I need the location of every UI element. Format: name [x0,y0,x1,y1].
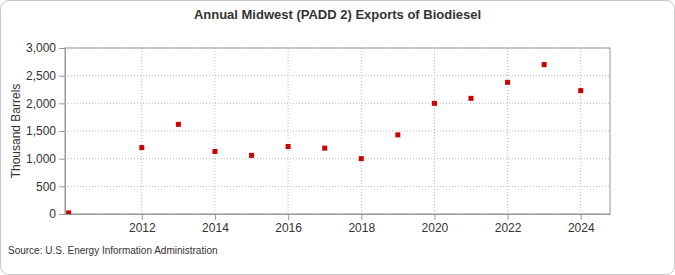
point [66,210,71,214]
tick-mark [581,214,582,220]
axis-line [66,214,611,215]
tick: 2022 [495,214,522,235]
tick-mark [288,214,289,220]
grid-line [65,103,610,104]
point [432,101,437,106]
plot: 2012 2014 2016 2018 2020 2022 2024 0 500 1,000 1,5… [26,41,611,234]
tick-label: 2,000 [26,97,56,111]
background [1,1,675,275]
y-axis: 0 500 1,000 1,500 2,000 2,500 3,000 [26,41,66,221]
tick: 2014 [202,214,229,235]
tick-label: 2024 [568,221,595,235]
title: Annual Midwest (PADD 2) Exports of Biodi… [194,7,481,22]
tick-mark [59,186,65,187]
grid-line [361,48,362,214]
x-axis: 2012 2014 2016 2018 2020 2022 2024 [66,214,611,235]
tick-mark [59,131,65,132]
chart: 2012 2014 2016 2018 2020 2022 2024 0 500 1,000 1,5… [0,0,675,275]
tick-mark [434,214,435,220]
tick: 1,500 [26,124,65,138]
tick: 3,000 [26,41,65,55]
point [322,146,327,151]
tick: 2012 [129,214,156,235]
tick-label: 2012 [129,221,156,235]
grid-line [141,48,142,214]
grid-line [65,158,610,159]
tick-mark [142,214,143,220]
grid-line [214,48,215,214]
grid-line [288,48,289,214]
tick-mark [59,76,65,77]
tick: 2018 [348,214,375,235]
grid [65,48,610,214]
point [286,144,291,149]
tick-label: 2014 [202,221,229,235]
point [139,145,144,150]
axis-line [65,49,66,215]
point [505,80,510,85]
y-axis-title: Thousand Barrels [9,84,23,179]
point [542,62,547,67]
tick-label: 3,000 [26,41,56,55]
tick: 2016 [275,214,302,235]
tick: 2,500 [26,69,65,83]
point [395,132,400,137]
tick-label: 1,000 [26,152,56,166]
plot-frame [65,48,610,214]
grid-line [65,131,610,132]
tick-label: 2,500 [26,69,56,83]
tick-label: 500 [36,180,56,194]
tick-mark [59,159,65,160]
point [469,96,474,101]
tick: 0 [49,207,65,221]
grid-line [65,186,610,187]
tick: 2,000 [26,97,65,111]
tick: 1,000 [26,152,65,166]
point [578,88,583,93]
points [66,62,583,214]
point [359,156,364,161]
tick-mark [59,214,65,215]
source: Source: U.S. Energy Information Administ… [8,245,218,256]
tick-mark [59,48,65,49]
tick-mark [215,214,216,220]
tick-label: 2018 [348,221,375,235]
point [249,153,254,158]
grid-line [507,48,508,214]
point [176,122,181,127]
tick-mark [59,103,65,104]
grid-line [434,48,435,214]
tick-label: 0 [49,207,56,221]
tick-label: 2016 [275,221,302,235]
tick: 2024 [568,214,595,235]
tick-mark [361,214,362,220]
grid-line [65,75,610,76]
tick: 500 [36,180,65,194]
tick-label: 2022 [495,221,522,235]
tick: 2020 [422,214,449,235]
tick-mark [508,214,509,220]
grid-line [580,48,581,214]
tick-label: 2020 [422,221,449,235]
point [212,149,217,154]
tick-label: 1,500 [26,124,56,138]
